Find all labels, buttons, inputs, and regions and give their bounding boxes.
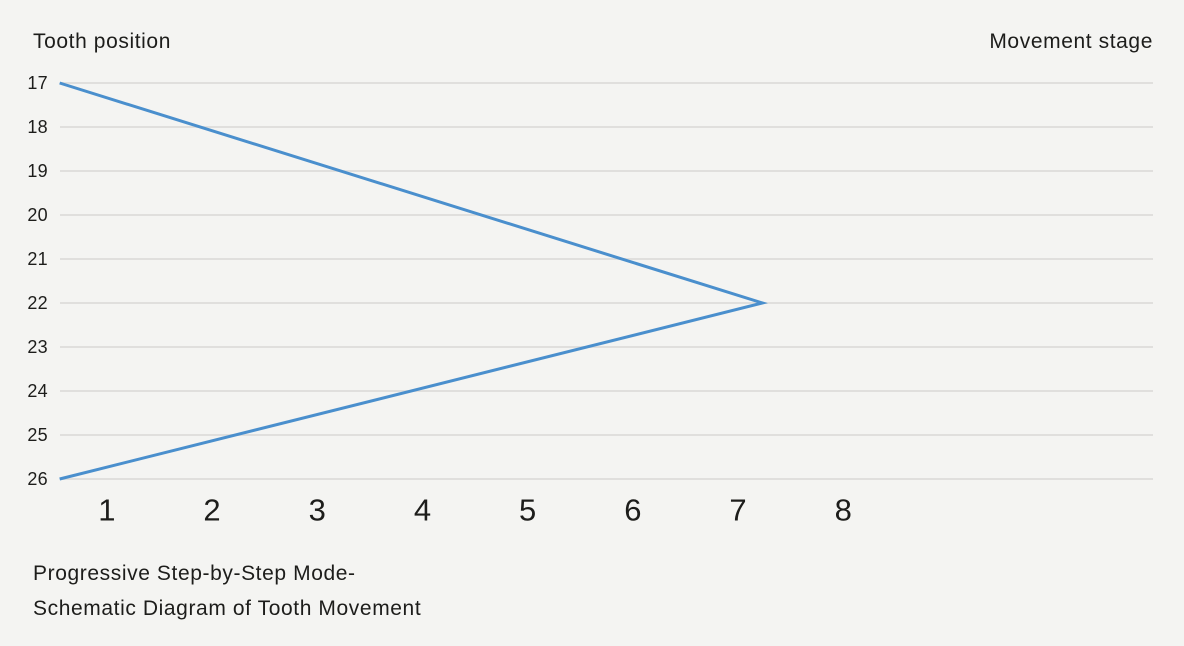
chart-caption: Progressive Step-by-Step Mode- Schematic…: [33, 556, 421, 626]
x-tick-label-8: 8: [834, 492, 853, 528]
caption-line-1: Progressive Step-by-Step Mode-: [33, 562, 356, 585]
y-axis-tick-labels: 17 18 19 20 21 22 23 24 25 26: [0, 0, 48, 646]
x-tick-label-6: 6: [624, 492, 642, 528]
y-tick-label-23: 23: [27, 337, 48, 357]
y-tick-label-17: 17: [27, 73, 48, 93]
y-tick-label-20: 20: [27, 205, 48, 225]
x-axis-title: Movement stage: [989, 30, 1153, 53]
x-tick-label-4: 4: [413, 492, 432, 528]
y-axis-title: Tooth position: [33, 30, 171, 53]
series-tooth-movement-path: [59, 81, 768, 481]
y-tick-label-19: 19: [27, 161, 48, 181]
y-tick-label-21: 21: [27, 249, 48, 269]
y-tick-label-24: 24: [27, 381, 48, 401]
x-tick-label-1: 1: [98, 492, 116, 528]
x-tick-label-7: 7: [729, 492, 747, 528]
y-tick-label-25: 25: [27, 425, 48, 445]
y-tick-label-26: 26: [27, 469, 48, 489]
x-tick-label-3: 3: [308, 492, 327, 528]
x-tick-label-5: 5: [519, 492, 537, 528]
y-tick-label-22: 22: [27, 293, 48, 313]
x-tick-label-2: 2: [203, 492, 221, 528]
caption-line-2: Schematic Diagram of Tooth Movement: [33, 597, 422, 620]
y-tick-label-18: 18: [27, 117, 48, 137]
